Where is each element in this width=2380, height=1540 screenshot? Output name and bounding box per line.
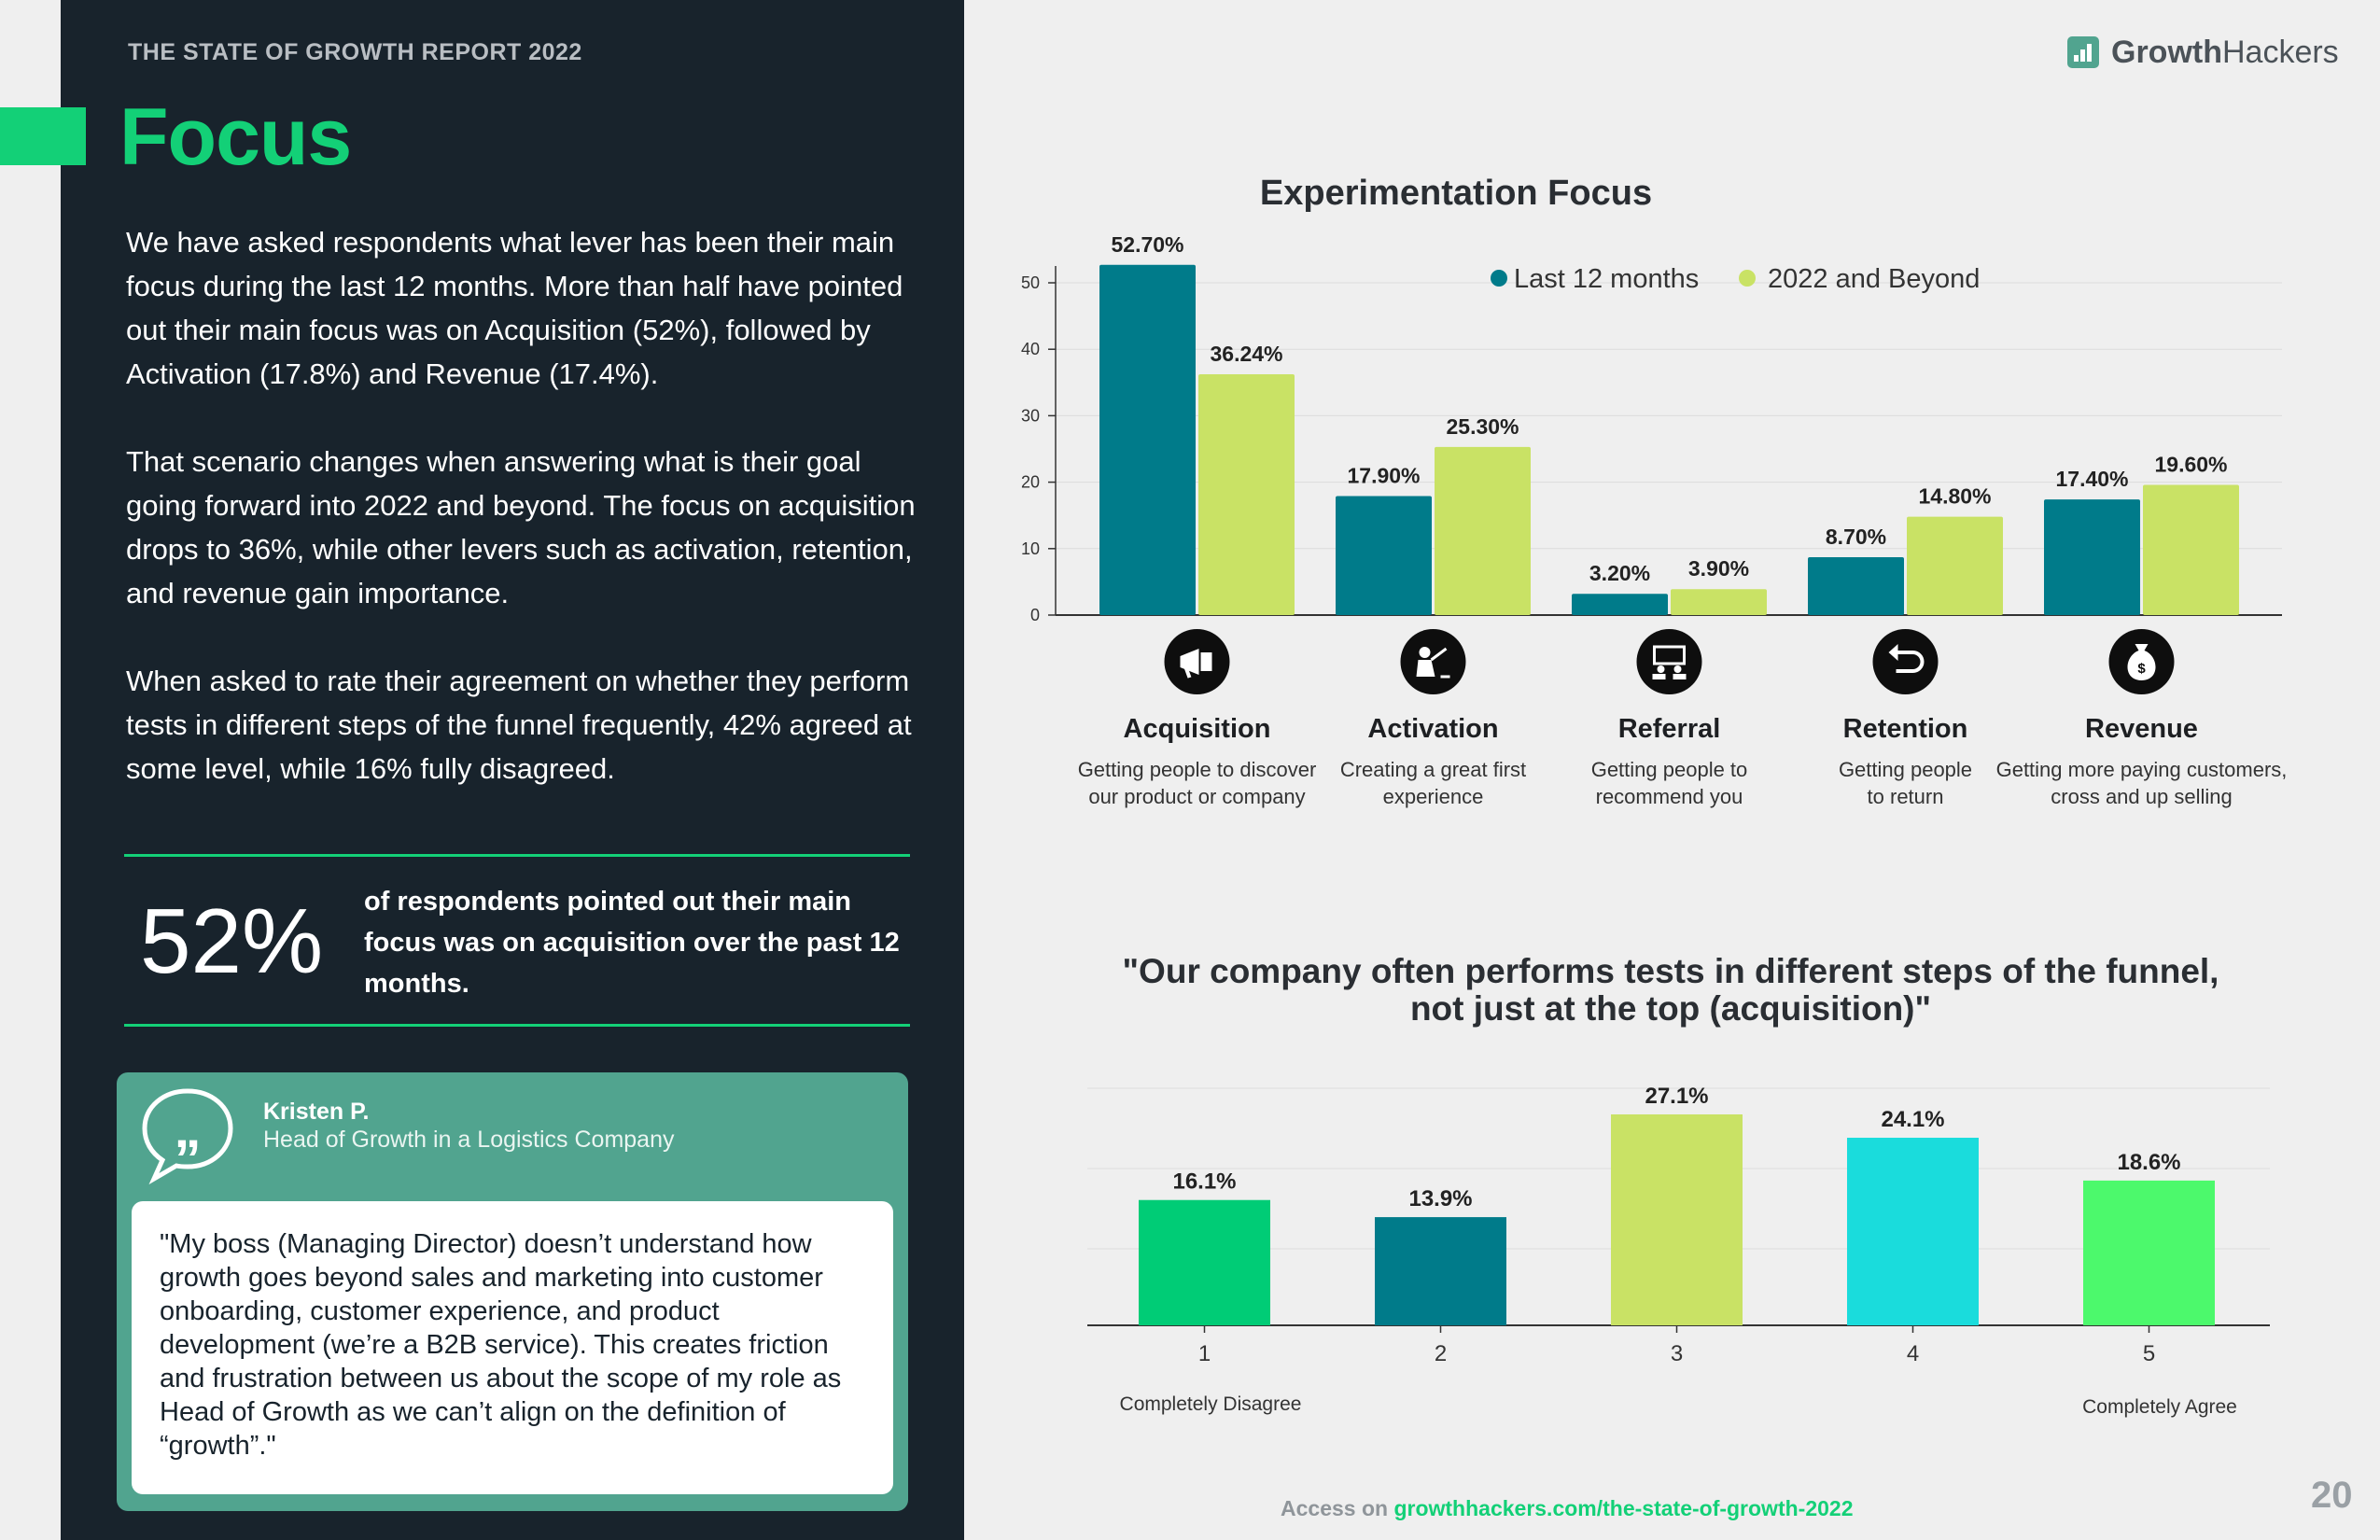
bar-value-label: 19.60% bbox=[2154, 452, 2227, 476]
intro-paragraph: That scenario changes when answering wha… bbox=[126, 445, 916, 609]
bar bbox=[1435, 446, 1531, 615]
stat-description: of respondents pointed out their main fo… bbox=[364, 887, 900, 999]
teacher-icon bbox=[1400, 629, 1466, 694]
svg-text:„: „ bbox=[175, 1099, 202, 1159]
bar-value-label: 8.70% bbox=[1826, 525, 1886, 549]
y-tick-label: 30 bbox=[1021, 406, 1040, 425]
stat-value: 52% bbox=[140, 889, 324, 992]
bar bbox=[2044, 499, 2140, 615]
quote-card: „ Kristen P. Head of Growth in a Logisti… bbox=[117, 1072, 908, 1511]
y-tick-label: 50 bbox=[1021, 273, 1040, 292]
category-label: Activation bbox=[1367, 714, 1498, 744]
bar bbox=[1671, 589, 1767, 615]
category-description: our product or company bbox=[1088, 785, 1305, 808]
legend-swatch bbox=[1739, 270, 1756, 287]
bar bbox=[1907, 516, 2003, 615]
bar-value-label: 17.90% bbox=[1347, 464, 1420, 488]
category-description: Getting people to bbox=[1591, 758, 1748, 781]
bar-value-label: 3.20% bbox=[1589, 561, 1650, 585]
y-tick-label: 20 bbox=[1021, 473, 1040, 492]
category-description: Creating a great first bbox=[1340, 758, 1526, 781]
legend-label: Last 12 months bbox=[1514, 264, 1699, 294]
intro-paragraph: When asked to rate their agreement on wh… bbox=[126, 665, 912, 785]
y-tick-label: 0 bbox=[1030, 606, 1040, 624]
category-label: Retention bbox=[1843, 714, 1968, 744]
bar-value-label: 36.24% bbox=[1210, 342, 1282, 366]
page-title: Focus bbox=[119, 92, 352, 182]
quote-bubble-icon: „ bbox=[142, 1088, 233, 1184]
page-number: 20 bbox=[2311, 1475, 2353, 1516]
svg-text:$: $ bbox=[2137, 661, 2146, 677]
category-description: recommend you bbox=[1596, 785, 1743, 808]
referral-icon bbox=[1636, 629, 1702, 694]
category-label: Acquisition bbox=[1124, 714, 1271, 744]
stat-callout: 52% of respondents pointed out their mai… bbox=[124, 854, 910, 1027]
money-bag-icon: $ bbox=[2108, 629, 2175, 694]
legend-swatch bbox=[1491, 270, 1507, 287]
growthhackers-logo-icon bbox=[2067, 36, 2099, 68]
brand-logo: GrowthHackers bbox=[2067, 32, 2339, 73]
category-description: Getting people to discover bbox=[1078, 758, 1317, 781]
quote-author-role: Head of Growth in a Logistics Company bbox=[263, 1127, 675, 1153]
category-description: to return bbox=[1868, 785, 1944, 808]
category-label: Referral bbox=[1618, 714, 1721, 744]
report-title: THE STATE OF GROWTH REPORT 2022 bbox=[128, 39, 582, 65]
megaphone-icon bbox=[1164, 629, 1230, 694]
legend-label: 2022 and Beyond bbox=[1768, 264, 1980, 294]
footer-prefix: Access on bbox=[1281, 1496, 1389, 1520]
footer: Access on growthhackers.com/the-state-of… bbox=[1281, 1496, 1853, 1521]
bar bbox=[2143, 484, 2239, 615]
accent-tab bbox=[0, 107, 86, 165]
category-description: experience bbox=[1383, 785, 1484, 808]
category-description: Getting people bbox=[1839, 758, 1972, 781]
y-tick-label: 40 bbox=[1021, 340, 1040, 358]
y-tick-label: 10 bbox=[1021, 539, 1040, 558]
bar-value-label: 14.80% bbox=[1918, 484, 1991, 509]
bar bbox=[1198, 373, 1295, 615]
bar-value-label: 17.40% bbox=[2055, 467, 2128, 491]
intro-paragraph: We have asked respondents what lever has… bbox=[126, 226, 903, 390]
bar bbox=[1572, 594, 1668, 615]
brand-name: GrowthHackers bbox=[2111, 34, 2339, 70]
quote-author: Kristen P. bbox=[263, 1099, 370, 1125]
bar bbox=[1336, 496, 1432, 615]
chart2-title: "Our company often performs tests in dif… bbox=[1122, 952, 2219, 1028]
intro-text: We have asked respondents what lever has… bbox=[126, 220, 929, 834]
chart1-title: Experimentation Focus bbox=[1259, 174, 1653, 213]
bar bbox=[1099, 264, 1196, 615]
category-description: cross and up selling bbox=[2051, 785, 2232, 808]
report-link[interactable]: growthhackers.com/the-state-of-growth-20… bbox=[1393, 1496, 1854, 1520]
bar-value-label: 52.70% bbox=[1111, 232, 1183, 257]
return-arrow-icon bbox=[1872, 629, 1939, 694]
bar-value-label: 3.90% bbox=[1688, 556, 1749, 581]
category-label: Revenue bbox=[2085, 714, 2198, 744]
bar bbox=[1808, 557, 1904, 615]
category-description: Getting more paying customers, bbox=[1996, 758, 2288, 781]
quote-text: "My boss (Managing Director) doesn’t und… bbox=[132, 1201, 893, 1494]
bar-value-label: 25.30% bbox=[1446, 414, 1519, 439]
